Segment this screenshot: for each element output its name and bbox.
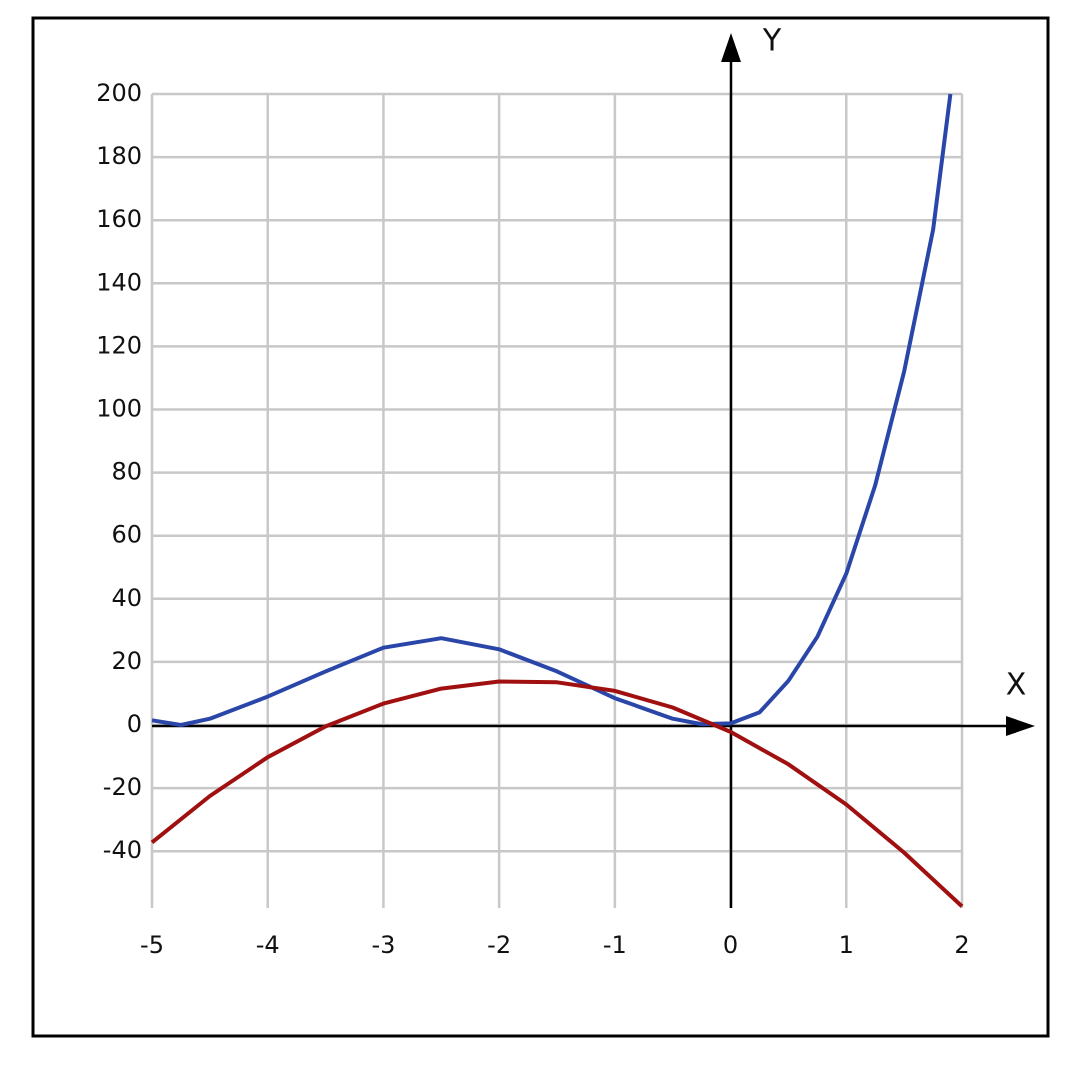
x-tick-label: -1 — [603, 931, 627, 959]
x-tick-label: -2 — [487, 931, 511, 959]
y-tick-label: 20 — [111, 647, 142, 675]
y-tick-label: 120 — [96, 331, 142, 359]
y-axis-label: Y — [762, 24, 782, 59]
y-tick-label: 60 — [111, 521, 142, 549]
axes: Y X — [152, 24, 1035, 908]
line — [151, 93, 953, 727]
plot — [150, 93, 964, 908]
y-tick-label: 180 — [96, 142, 142, 170]
y-tick-label: 100 — [96, 395, 142, 423]
line — [150, 679, 964, 908]
x-tick-label: 2 — [954, 931, 969, 959]
x-tick-label: -4 — [256, 931, 280, 959]
y-tick-label: 140 — [96, 268, 142, 296]
y-tick-label: 160 — [96, 205, 142, 233]
x-tick-label: -5 — [140, 931, 164, 959]
y-tick-label: 0 — [127, 710, 142, 738]
x-tick-label: 1 — [839, 931, 854, 959]
y-tick-label: 200 — [96, 79, 142, 107]
y-tick-label: -20 — [103, 773, 142, 801]
y-arrow — [721, 33, 741, 62]
y-tick-label: 80 — [111, 458, 142, 486]
grid — [150, 92, 964, 908]
y-tick-label: -40 — [103, 836, 142, 864]
x-axis-label: X — [1006, 668, 1027, 703]
x-tick-label: -3 — [371, 931, 395, 959]
frame — [31, 16, 1050, 1038]
x-tick-label: 0 — [723, 931, 738, 959]
y-tick-label: 40 — [111, 584, 142, 612]
x-arrow — [1006, 716, 1035, 736]
